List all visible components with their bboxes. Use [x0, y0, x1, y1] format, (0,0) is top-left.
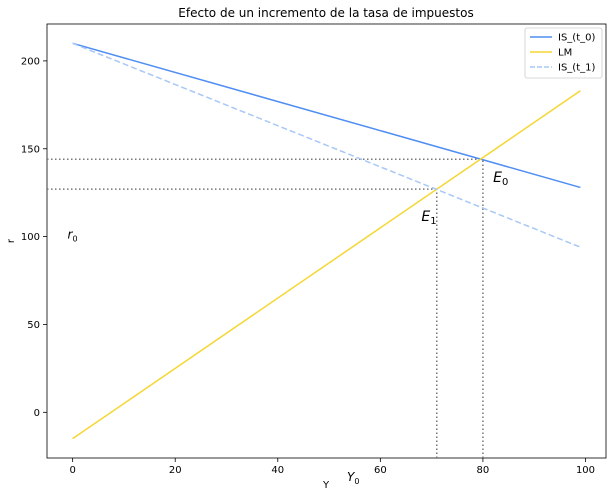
x-axis-ticks: 0 20 40 60 80 100	[69, 458, 595, 476]
annotation-1: E1	[421, 209, 436, 227]
x-axis-label: Y	[322, 480, 330, 491]
chart-title: Efecto de un incremento de la tasa de im…	[178, 6, 473, 20]
x-tick-label-5: 100	[576, 465, 595, 476]
series-line-0	[72, 42, 581, 189]
y-tick-label-4: 200	[21, 56, 40, 67]
x-tick-label-3: 60	[374, 465, 387, 476]
series-lines	[72, 42, 581, 440]
annotation-3: Y0	[347, 470, 359, 486]
annotation-0: E0	[493, 170, 508, 188]
plot-frame	[46, 23, 607, 459]
x-tick-label-2: 40	[271, 465, 284, 476]
legend-label-1: LM	[558, 48, 572, 59]
y-tick-label-1: 50	[27, 320, 40, 331]
guide-lines	[47, 158, 484, 458]
annotation-2: r0	[68, 227, 78, 243]
y-axis-ticks: 0 50 100 150 200	[21, 56, 47, 419]
x-tick-label-4: 80	[477, 465, 490, 476]
annotations: E0 E1 r0 Y0	[68, 170, 509, 486]
y-tick-label-0: 0	[34, 408, 40, 419]
legend-label-0: IS_(t_0)	[558, 33, 595, 44]
series-line-1	[72, 90, 581, 440]
legend-box	[524, 27, 603, 79]
series-line-2	[72, 42, 581, 248]
x-tick-label-1: 20	[169, 465, 182, 476]
legend: IS_(t_0) LM IS_(t_1)	[524, 27, 603, 79]
y-tick-label-2: 100	[21, 232, 40, 243]
y-axis-label: r	[6, 238, 17, 243]
legend-label-2: IS_(t_1)	[558, 63, 595, 74]
y-tick-label-3: 150	[21, 144, 40, 155]
x-tick-label-0: 0	[69, 465, 75, 476]
